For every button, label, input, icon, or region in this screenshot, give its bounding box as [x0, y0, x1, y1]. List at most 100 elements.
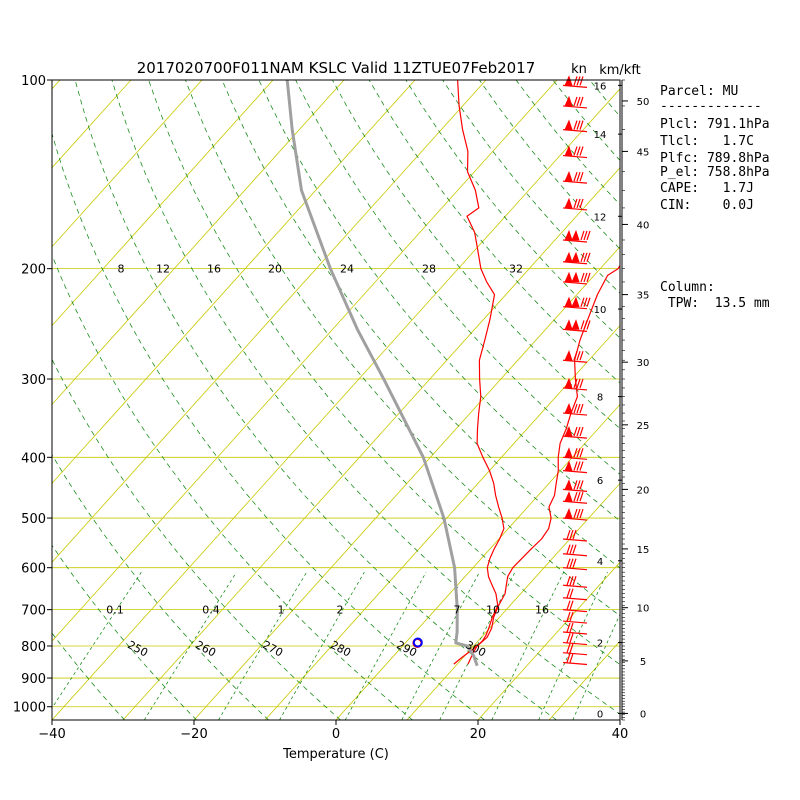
- wind-barb: [562, 479, 588, 492]
- kft-tick-label: 0: [640, 709, 646, 720]
- dry-adiabat-line: [295, 80, 620, 475]
- wind-barb-feather: [573, 198, 578, 209]
- wind-barb-feather: [579, 448, 584, 458]
- wind-barb-feather: [586, 320, 591, 330]
- wind-barb-feather: [566, 653, 571, 663]
- x-axis-tick-label: 0: [332, 727, 340, 742]
- wind-barb-flag: [564, 95, 573, 107]
- isotherm-line: [477, 561, 620, 720]
- km-tick-label: 6: [597, 476, 603, 487]
- theta-label: 260: [193, 638, 218, 659]
- wind-barb: [562, 544, 588, 557]
- wind-barb: [562, 529, 588, 542]
- x-axis-tick-label: 40: [612, 727, 629, 742]
- wind-barb-flag: [571, 296, 580, 308]
- mixing-ratio-label: 20: [268, 263, 282, 276]
- wind-barb-shaft: [562, 652, 588, 656]
- dewpoint-profile-line: [453, 80, 505, 665]
- mixing-ratio-label: 28: [422, 263, 436, 276]
- wind-barb-feather: [576, 480, 581, 490]
- wind-barb-feather: [566, 588, 571, 598]
- wind-barb-feather: [579, 351, 584, 361]
- wind-barb-feather: [573, 146, 578, 156]
- wind-barb-feather: [572, 529, 577, 540]
- mixing-ratio-label: 16: [535, 604, 549, 617]
- wind-barb-flag: [571, 251, 580, 263]
- dry-adiabat-line: [52, 718, 53, 720]
- wind-barb-feather: [573, 403, 578, 414]
- wind-barb: [562, 170, 588, 184]
- theta-label: 280: [328, 638, 353, 659]
- wind-barb: [562, 447, 588, 460]
- mixing-ratio-label: 24: [340, 263, 354, 276]
- wind-barb-feather: [566, 558, 571, 568]
- wind-barb-flag: [564, 402, 573, 414]
- theta-label: 250: [125, 638, 150, 659]
- mixing-ratio-line: [401, 572, 480, 720]
- wind-barb-shaft: [562, 597, 588, 601]
- wind-barb: [562, 350, 588, 363]
- wind-barb-feather: [579, 480, 584, 490]
- wind-barb: [562, 491, 588, 504]
- wind-barb-feather: [569, 611, 574, 622]
- wind-barb-flag: [571, 229, 580, 241]
- mixing-ratio-label: 1: [278, 604, 285, 617]
- x-axis-tick-label: −40: [38, 727, 65, 742]
- y-axis-tick-label: 700: [21, 604, 46, 619]
- mixing-ratio-line: [538, 572, 608, 720]
- wind-barb-feather: [576, 146, 581, 156]
- wind-barb-flag: [564, 377, 573, 389]
- wind-barb-feather: [576, 461, 581, 471]
- isotherm-line: [122, 167, 620, 720]
- y-axis-tick-label: 900: [21, 672, 46, 687]
- km-tick-label: 14: [594, 130, 607, 141]
- mixing-ratio-line: [344, 572, 427, 720]
- wind-barb-feather: [579, 426, 584, 437]
- wind-barb: [562, 119, 588, 133]
- isotherm-line: [52, 80, 558, 642]
- wind-barb-feather: [569, 643, 574, 653]
- wind-barb-feather: [573, 492, 578, 502]
- wind-barb-flag: [564, 229, 573, 241]
- kft-tick-label: 30: [637, 358, 650, 369]
- wind-barb-flag: [564, 479, 573, 490]
- wind-barb-feather: [572, 576, 577, 586]
- mixing-ratio-label: 8: [118, 263, 125, 276]
- mixing-ratio-line: [52, 572, 142, 709]
- km-tick-label: 0: [597, 709, 603, 720]
- wind-barb: [562, 271, 591, 285]
- y-axis-tick-label: 200: [21, 263, 46, 278]
- wind-barb: [562, 558, 588, 571]
- wind-barb-feather: [583, 320, 588, 330]
- wind-barb-shaft: [562, 620, 588, 624]
- info-cape: CAPE: 1.7J: [660, 181, 754, 196]
- isotherm-line: [193, 246, 620, 720]
- wind-barb-flag: [564, 425, 573, 437]
- dry-adiabat-line: [52, 544, 197, 720]
- wind-barb-feather: [576, 378, 581, 389]
- wind-barb-feather: [579, 378, 584, 389]
- wind-barb-shaft: [562, 661, 588, 666]
- mixing-ratio-label: 0.1: [106, 604, 124, 617]
- wind-barb-feather: [566, 633, 571, 643]
- mixing-ratio-label: 12: [156, 263, 170, 276]
- dry-adiabat-line: [52, 454, 269, 720]
- wind-barb: [562, 402, 588, 416]
- dry-adiabat-line: [52, 254, 413, 720]
- wind-barb-flag: [564, 119, 573, 131]
- wind-barb-feather: [586, 230, 591, 241]
- info-plfc: Plfc: 789.8hPa: [660, 151, 770, 166]
- theta-label: 300: [463, 638, 488, 659]
- isotherm-line: [52, 80, 132, 169]
- wind-barb-feather: [566, 622, 571, 633]
- wind-barb: [562, 600, 588, 613]
- wind-barb-feather: [583, 272, 588, 283]
- wind-barb-shaft: [562, 584, 588, 588]
- wind-barb: [562, 197, 588, 211]
- wind-barb-feather: [576, 403, 581, 414]
- kft-tick-label: 15: [637, 545, 650, 556]
- isotherm-line: [52, 80, 274, 327]
- wind-barb: [562, 145, 588, 159]
- dry-adiabat-line: [111, 80, 620, 715]
- wind-barb-feather: [579, 76, 584, 86]
